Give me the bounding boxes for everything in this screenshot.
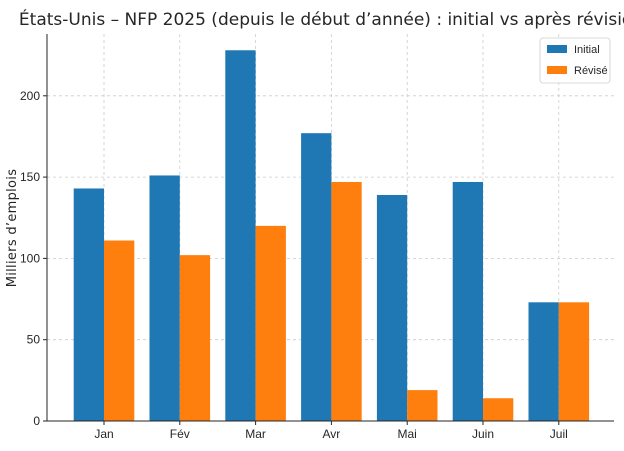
y-tick-label: 100 (20, 251, 40, 265)
x-tick-label: Juin (472, 427, 494, 441)
bars (73, 50, 590, 422)
bar-initial-0 (73, 188, 104, 421)
chart-title: États-Unis – NFP 2025 (depuis le début d… (19, 8, 624, 30)
x-tick-label: Mar (245, 427, 266, 441)
x-tick-label: Jan (94, 427, 113, 441)
y-axis-label: Milliers d’emplois (5, 169, 20, 288)
bar-revise-0 (104, 240, 135, 421)
x-tick-label: Mai (398, 427, 417, 441)
y-tick-label: 50 (27, 333, 41, 347)
legend: Initial Révisé (539, 37, 611, 84)
bar-initial-6 (528, 302, 559, 421)
bar-revise-6 (558, 302, 590, 421)
x-tick-label: Fév (170, 427, 190, 441)
legend-swatch-revise (547, 66, 567, 74)
bar-initial-2 (225, 50, 256, 422)
bar-initial-4 (376, 194, 408, 421)
y-tick-label: 0 (33, 414, 40, 428)
bar-initial-5 (452, 181, 483, 421)
bar-revise-3 (331, 181, 362, 421)
y-tick-label: 200 (20, 89, 40, 103)
bar-revise-4 (407, 390, 438, 421)
legend-label-revise: Révisé (574, 65, 608, 77)
bar-initial-3 (301, 133, 332, 421)
bar-revise-2 (255, 225, 286, 421)
legend-swatch-initial (547, 45, 567, 53)
bar-revise-5 (483, 398, 514, 421)
bar-initial-1 (149, 175, 180, 421)
bar-revise-1 (179, 255, 211, 421)
x-ticks: Jan Fév Mar Avr Mai Juin Juil (94, 421, 568, 441)
y-ticks: 0 50 100 150 200 (20, 89, 47, 428)
x-tick-label: Juil (550, 427, 568, 441)
x-tick-label: Avr (323, 427, 341, 441)
y-tick-label: 150 (20, 170, 40, 184)
legend-label-initial: Initial (574, 44, 600, 56)
